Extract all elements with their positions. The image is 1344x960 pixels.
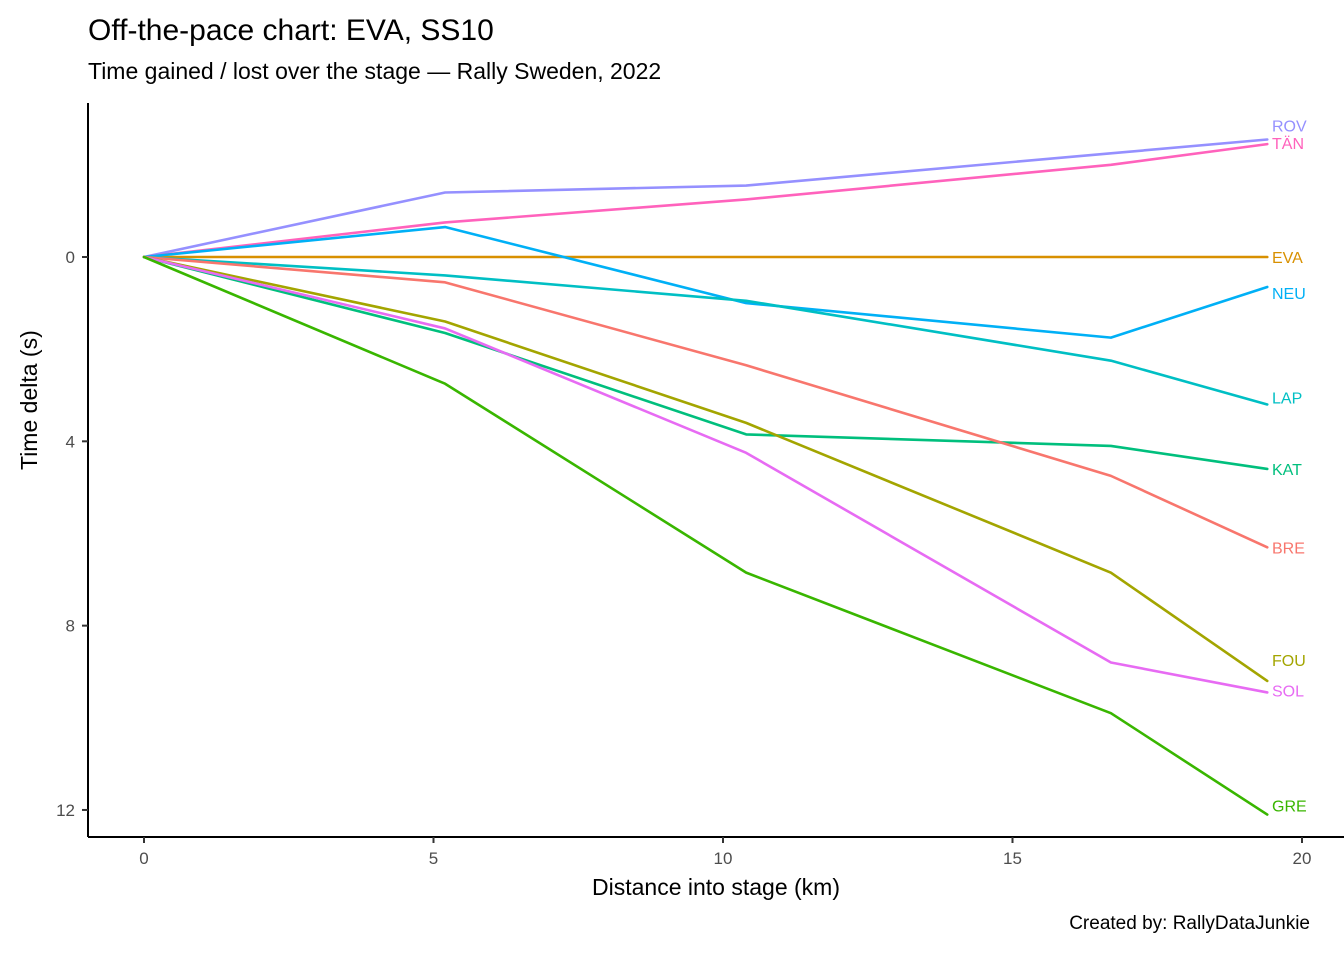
y-axis-title: Time delta (s) bbox=[16, 330, 42, 470]
series-line-GRE bbox=[142, 255, 1269, 816]
series-label-KAT: KAT bbox=[1272, 462, 1302, 479]
chart-subtitle: Time gained / lost over the stage — Rall… bbox=[88, 58, 662, 84]
series-line-BRE bbox=[142, 255, 1269, 549]
x-axis-title: Distance into stage (km) bbox=[592, 874, 840, 900]
series-label-GRE: GRE bbox=[1272, 799, 1307, 816]
series-label-FOU: FOU bbox=[1272, 653, 1306, 670]
series-label-LAP: LAP bbox=[1272, 390, 1302, 407]
series-line-NEU bbox=[142, 225, 1269, 339]
x-tick-label: 5 bbox=[429, 849, 438, 868]
series-label-TÄN: TÄN bbox=[1272, 135, 1304, 153]
x-tick-label: 0 bbox=[139, 849, 148, 868]
series-label-BRE: BRE bbox=[1272, 540, 1305, 557]
series-label-NEU: NEU bbox=[1272, 286, 1306, 303]
y-tick-label: 0 bbox=[66, 248, 75, 267]
y-tick-label: 4 bbox=[66, 432, 75, 451]
y-tick-label: 8 bbox=[66, 617, 75, 636]
y-tick-label: 12 bbox=[56, 801, 75, 820]
series-line-ROV bbox=[142, 138, 1269, 259]
x-tick-label: 15 bbox=[1003, 849, 1022, 868]
series-label-SOL: SOL bbox=[1272, 683, 1304, 700]
series-line-FOU bbox=[142, 255, 1269, 683]
series-line-TÄN bbox=[142, 142, 1269, 259]
series-line-LAP bbox=[142, 255, 1269, 406]
series-line-KAT bbox=[142, 255, 1269, 471]
x-tick-label: 20 bbox=[1293, 849, 1312, 868]
chart-title: Off-the-pace chart: EVA, SS10 bbox=[88, 14, 494, 47]
x-tick-label: 10 bbox=[714, 849, 733, 868]
series-label-ROV: ROV bbox=[1272, 118, 1307, 135]
credit-caption: Created by: RallyDataJunkie bbox=[1069, 913, 1310, 934]
series-label-EVA: EVA bbox=[1272, 250, 1303, 267]
series-line-SOL bbox=[142, 255, 1269, 694]
